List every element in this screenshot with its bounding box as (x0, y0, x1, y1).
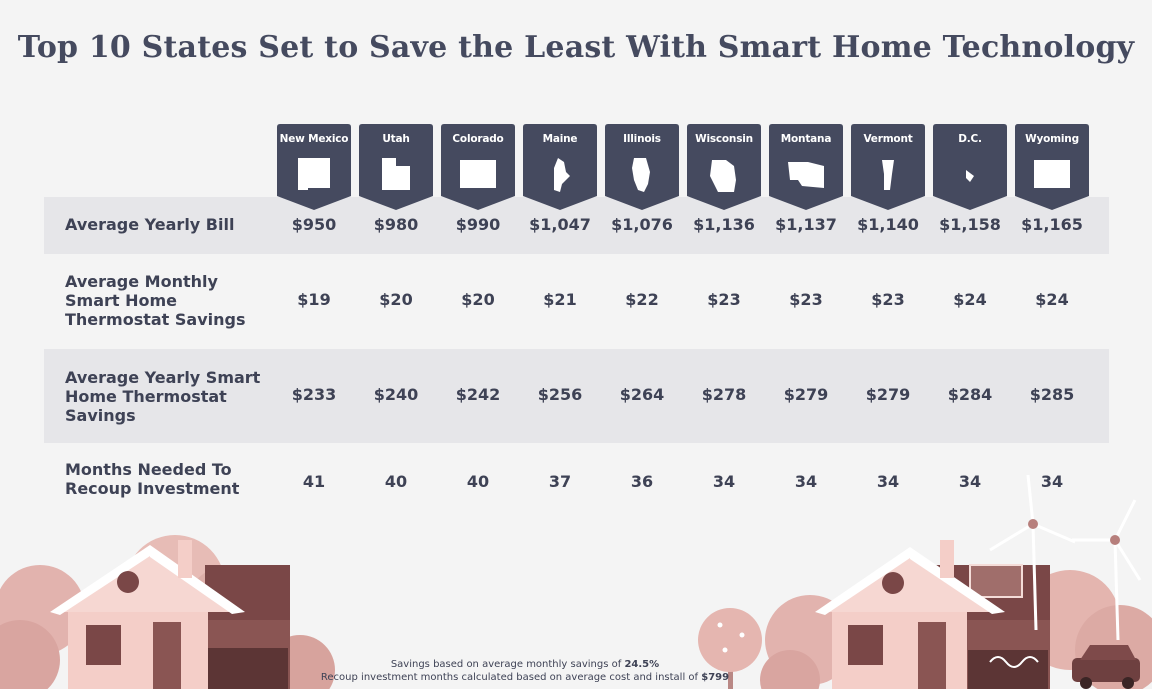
state-tag-shape (359, 124, 433, 210)
state-name: Wisconsin (695, 133, 753, 145)
car-icon (1072, 645, 1140, 689)
table-cell: $233 (291, 385, 337, 404)
table-cell: $1,047 (529, 215, 591, 234)
table-cell: $1,158 (939, 215, 1001, 234)
state-name: Vermont (863, 133, 913, 145)
row-band-yearly-bill (44, 197, 1109, 254)
state-tag-shape (277, 124, 351, 210)
state-tag-shape (523, 124, 597, 210)
table-cell: $256 (537, 385, 583, 404)
row-band-yearly-savings (44, 349, 1109, 443)
tree-icon (698, 608, 762, 689)
wind-turbine-icon (989, 474, 1142, 641)
table-cell: 40 (384, 472, 408, 491)
table-cell: 40 (466, 472, 490, 491)
table-cell: 34 (712, 472, 736, 491)
state-map-icon (554, 158, 570, 192)
state-tag-shape (605, 124, 679, 210)
table-cell: $23 (789, 290, 823, 309)
row-label: Average Yearly Bill (65, 215, 235, 234)
footnote-recoup: Recoup investment months calculated base… (300, 671, 750, 685)
page-title: Top 10 States Set to Save the Least With… (17, 30, 1135, 65)
state-name: Illinois (623, 133, 661, 145)
table-cell: $24 (1035, 290, 1069, 309)
state-map-icon (788, 162, 824, 188)
footnote-value: $799 (701, 672, 730, 683)
state-map-icon (1034, 160, 1070, 188)
state-tag-shape (851, 124, 925, 210)
table-cell: $279 (865, 385, 911, 404)
footnote-text: Savings based on average monthly savings… (390, 659, 625, 670)
state-tag-shape (1015, 124, 1089, 210)
table-cell: $21 (543, 290, 577, 309)
footnote-value: 24.5% (624, 659, 660, 670)
state-name: D.C. (958, 133, 982, 145)
table-cell: $23 (707, 290, 741, 309)
state-tag-shape (933, 124, 1007, 210)
state-name: Maine (542, 133, 578, 145)
table-cell: $950 (291, 215, 337, 234)
table-cell: 37 (548, 472, 572, 491)
table-cell: $980 (373, 215, 419, 234)
state-map-icon (882, 160, 894, 190)
table-cell: $20 (379, 290, 413, 309)
table-cell: 41 (302, 472, 326, 491)
state-map-icon (710, 160, 736, 192)
table-cell: 34 (876, 472, 900, 491)
table-cell: $23 (871, 290, 905, 309)
left-house-icon (0, 535, 335, 689)
footnote-savings: Savings based on average monthly savings… (300, 658, 750, 672)
state-tag-shape (441, 124, 515, 210)
table-cell: $22 (625, 290, 659, 309)
row-label: Months Needed To Recoup Investment (65, 460, 240, 498)
state-tag-shape (769, 124, 843, 210)
state-name: Montana (780, 133, 832, 145)
table-cell: $242 (455, 385, 501, 404)
state-name: Colorado (452, 133, 504, 145)
state-map-icon (966, 170, 974, 182)
table-cell: $1,137 (775, 215, 837, 234)
turbine-hub-icon (1028, 519, 1038, 529)
table-cell: 34 (1040, 472, 1064, 491)
state-map-icon (632, 158, 650, 192)
table-cell: $284 (947, 385, 993, 404)
table-cell: $285 (1029, 385, 1075, 404)
table-cell: $1,140 (857, 215, 919, 234)
table-cell: 36 (630, 472, 654, 491)
table-cell: 34 (958, 472, 982, 491)
row-label: Average Yearly Smart Home Thermostat Sav… (65, 368, 261, 425)
table-cell: $19 (297, 290, 331, 309)
footnote-text: Recoup investment months calculated base… (320, 672, 702, 683)
table-cell: $24 (953, 290, 987, 309)
table-cell: $278 (701, 385, 747, 404)
state-name: New Mexico (279, 133, 349, 145)
state-map-icon (298, 158, 330, 190)
row-label: Average Monthly Smart Home Thermostat Sa… (65, 272, 246, 329)
table-cell: 34 (794, 472, 818, 491)
state-map-icon (382, 158, 410, 190)
table-cell: $240 (373, 385, 419, 404)
table-cell: $279 (783, 385, 829, 404)
state-name: Wyoming (1025, 133, 1079, 145)
table-cell: $20 (461, 290, 495, 309)
table-cell: $1,165 (1021, 215, 1083, 234)
state-name: Utah (382, 133, 410, 145)
table-cell: $264 (619, 385, 665, 404)
table-cell: $1,136 (693, 215, 755, 234)
state-tag-shape (687, 124, 761, 210)
state-map-icon (460, 160, 496, 188)
table-cell: $1,076 (611, 215, 673, 234)
turbine-hub-icon (1110, 535, 1120, 545)
table-cell: $990 (455, 215, 501, 234)
